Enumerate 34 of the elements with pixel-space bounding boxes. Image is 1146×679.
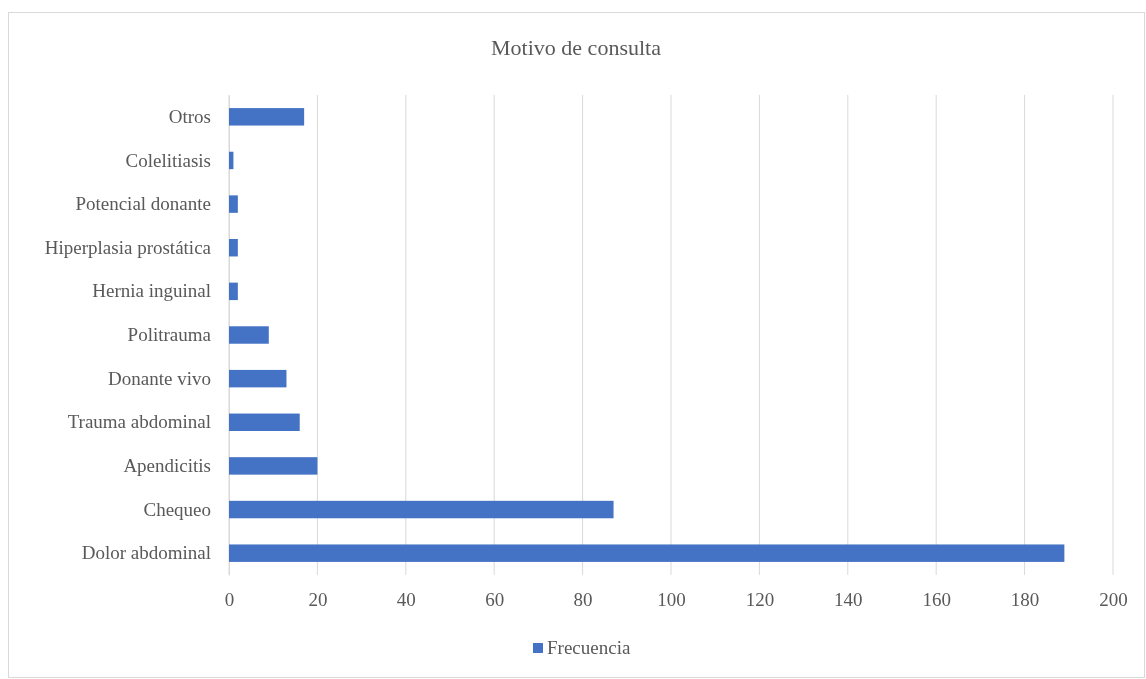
y-tick-label: Hernia inguinal <box>92 280 211 302</box>
x-tick-label: 80 <box>573 589 593 611</box>
x-tick-label: 0 <box>224 589 235 611</box>
y-tick-label: Politrauma <box>127 324 212 346</box>
x-tick-label: 180 <box>1010 589 1040 611</box>
x-tick-label: 40 <box>396 589 416 611</box>
y-tick-label: Potencial donante <box>75 193 211 215</box>
bar <box>229 544 1065 562</box>
bar <box>229 457 318 475</box>
y-tick-label: Dolor abdominal <box>81 542 211 564</box>
bar <box>229 500 614 519</box>
y-tick-label: Otros <box>168 105 211 127</box>
y-tick-label: Donante vivo <box>108 367 211 389</box>
bar <box>229 108 305 126</box>
x-tick-label: 140 <box>834 589 863 611</box>
y-tick-label: Chequeo <box>143 498 211 520</box>
bar <box>229 239 238 257</box>
x-tick-label: 160 <box>922 589 951 611</box>
bar <box>229 195 238 213</box>
y-tick-label: Colelitiasis <box>125 149 211 171</box>
bar <box>229 326 269 344</box>
x-tick-label: 100 <box>657 589 686 611</box>
chart-title: Motivo de consulta <box>491 35 662 60</box>
legend-label: Frecuencia <box>547 637 631 658</box>
bar <box>229 413 300 431</box>
bar <box>229 282 238 301</box>
y-tick-label: Trauma abdominal <box>67 411 211 433</box>
x-tick-label: 200 <box>1099 589 1128 611</box>
x-tick-label: 120 <box>745 589 775 611</box>
y-tick-label: Apendicitis <box>123 454 211 476</box>
bar <box>229 369 287 388</box>
x-tick-label: 20 <box>308 589 328 611</box>
x-tick-label: 60 <box>485 589 505 611</box>
y-tick-label: Hiperplasia prostática <box>44 236 212 258</box>
